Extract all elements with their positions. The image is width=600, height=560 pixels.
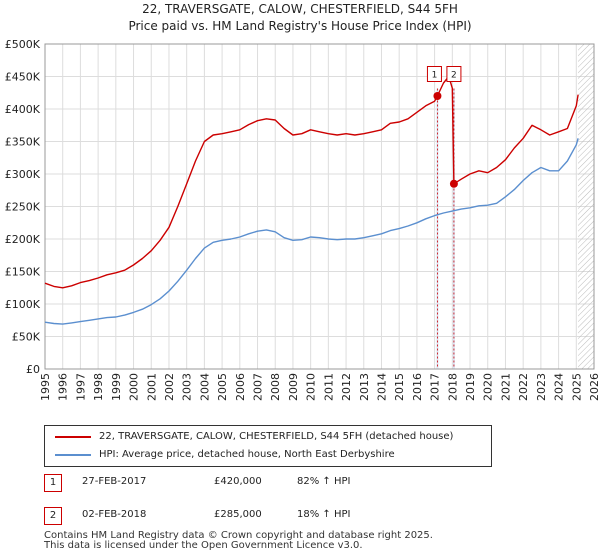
x-tick-label: 1996 xyxy=(57,373,70,401)
x-tick-label: 2021 xyxy=(499,373,512,401)
x-tick-label: 2004 xyxy=(198,373,211,401)
x-tick-label: 2005 xyxy=(216,373,229,401)
x-tick-label: 2006 xyxy=(234,373,247,401)
plot-frame xyxy=(44,43,595,370)
y-tick-label: £450K xyxy=(5,71,41,84)
x-tick-label: 2015 xyxy=(393,373,406,401)
x-tick-label: 2019 xyxy=(464,373,477,401)
x-tick-label: 2026 xyxy=(588,373,600,401)
x-tick-label: 2007 xyxy=(252,373,265,401)
x-tick-label: 2025 xyxy=(570,373,583,401)
y-tick-label: £200K xyxy=(5,233,41,246)
legend-swatch-property xyxy=(55,436,91,438)
x-tick-label: 2018 xyxy=(446,373,459,401)
x-tick-label: 2001 xyxy=(145,373,158,401)
y-tick-label: £300K xyxy=(5,168,41,181)
sale-row: 2 02-FEB-2018 £285,000 18% ↑ HPI xyxy=(44,507,484,527)
sale-point xyxy=(449,179,458,188)
x-tick-label: 2003 xyxy=(181,373,194,401)
x-tick-label: 2022 xyxy=(517,373,530,401)
x-tick-label: 2002 xyxy=(163,373,176,401)
x-tick-label: 2008 xyxy=(269,373,282,401)
y-tick-label: £400K xyxy=(5,103,41,116)
legend-swatch-hpi xyxy=(55,454,91,456)
sale-marker-box xyxy=(446,66,462,82)
y-tick-label: £350K xyxy=(5,136,41,149)
x-tick-label: 2024 xyxy=(553,373,566,401)
projection-region xyxy=(578,44,594,369)
x-tick-label: 2011 xyxy=(322,373,335,401)
legend-label-hpi: HPI: Average price, detached house, Nort… xyxy=(99,449,395,460)
sale-row: 1 27-FEB-2017 £420,000 82% ↑ HPI xyxy=(44,474,484,494)
sale-marker-label: 1 xyxy=(432,71,438,81)
x-tick-label: 1999 xyxy=(110,373,123,401)
legend: 22, TRAVERSGATE, CALOW, CHESTERFIELD, S4… xyxy=(44,425,492,467)
x-tick-label: 2009 xyxy=(287,373,300,401)
x-tick-label: 2010 xyxy=(305,373,318,401)
sale-marker-badge: 2 xyxy=(44,507,62,525)
x-tick-label: 2000 xyxy=(128,373,141,401)
chart-title: 22, TRAVERSGATE, CALOW, CHESTERFIELD, S4… xyxy=(142,2,458,16)
x-tick-label: 2012 xyxy=(340,373,353,401)
sale-marker-box xyxy=(426,66,442,82)
x-tick-label: 2023 xyxy=(535,373,548,401)
sale-date: 27-FEB-2017 xyxy=(82,476,147,487)
footer: Contains HM Land Registry data © Crown c… xyxy=(44,531,433,551)
legend-label-property: 22, TRAVERSGATE, CALOW, CHESTERFIELD, S4… xyxy=(99,431,454,442)
hpi-line xyxy=(44,138,579,325)
x-tick-label: 2017 xyxy=(429,373,442,401)
x-tick-label: 2020 xyxy=(482,373,495,401)
footer-licence: This data is licensed under the Open Gov… xyxy=(44,540,363,551)
price-chart: 22, TRAVERSGATE, CALOW, CHESTERFIELD, S4… xyxy=(5,2,600,401)
y-tick-label: £100K xyxy=(5,298,41,311)
y-tick-label: £50K xyxy=(12,331,41,344)
y-tick-label: £250K xyxy=(5,201,41,214)
sale-marker-badge: 1 xyxy=(44,474,62,492)
property-price-line xyxy=(44,75,579,289)
sale-date: 02-FEB-2018 xyxy=(82,509,147,520)
sale-marker-label: 2 xyxy=(451,71,457,81)
chart-subtitle: Price paid vs. HM Land Registry's House … xyxy=(128,19,471,33)
y-tick-label: £150K xyxy=(5,266,41,279)
x-tick-label: 2016 xyxy=(411,373,424,401)
y-tick-label: £0 xyxy=(26,363,40,376)
sale-hpi-delta: 18% ↑ HPI xyxy=(297,509,351,520)
sale-hpi-delta: 82% ↑ HPI xyxy=(297,476,351,487)
x-tick-label: 1998 xyxy=(92,373,105,401)
sale-point xyxy=(433,92,442,100)
x-tick-label: 2013 xyxy=(358,373,371,401)
y-tick-label: £500K xyxy=(5,38,41,51)
x-tick-label: 1995 xyxy=(39,373,52,401)
x-tick-label: 1997 xyxy=(74,373,87,401)
footer-copyright: Contains HM Land Registry data © Crown c… xyxy=(44,530,433,541)
x-tick-label: 2014 xyxy=(375,373,388,401)
sale-price: £285,000 xyxy=(214,509,262,520)
sale-price: £420,000 xyxy=(214,476,262,487)
